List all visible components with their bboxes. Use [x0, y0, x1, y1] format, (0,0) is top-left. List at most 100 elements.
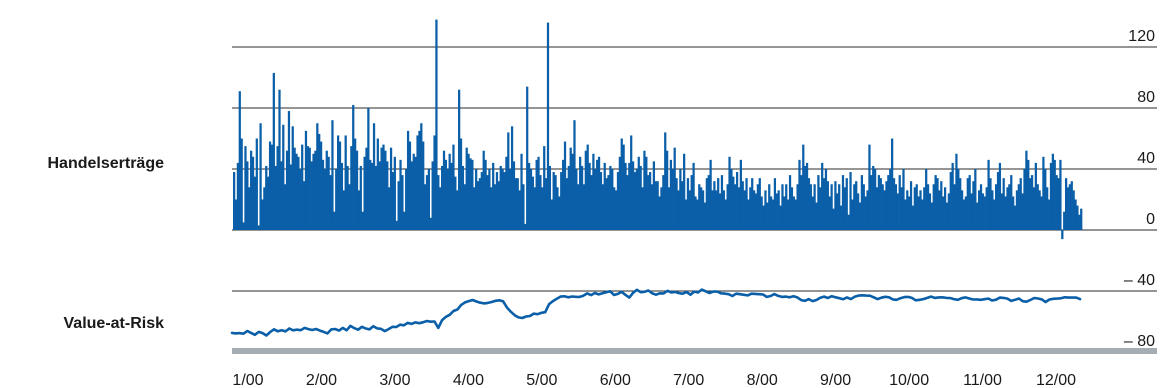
revenue-bar — [563, 141, 567, 230]
revenue-bar — [817, 175, 820, 230]
revenue-bar — [728, 156, 731, 230]
revenue-bar — [295, 153, 298, 230]
var-row-label: Value-at-Risk — [64, 315, 165, 332]
revenue-bar — [917, 196, 920, 230]
revenue-bar — [546, 22, 550, 230]
revenue-bar — [321, 159, 325, 230]
revenue-bar — [272, 72, 275, 231]
revenue-bar — [246, 161, 249, 231]
revenue-bar — [1066, 187, 1070, 230]
revenue-bar — [1040, 196, 1043, 230]
revenue-bar — [832, 208, 835, 230]
revenue-bar — [936, 178, 939, 230]
revenue-bar — [293, 147, 296, 230]
revenue-bar — [830, 184, 833, 230]
revenue-bar — [849, 172, 852, 230]
revenue-bar — [866, 190, 869, 230]
revenue-bar — [951, 162, 954, 230]
revenue-bar — [985, 187, 988, 230]
x-tick-label: 2/00 — [306, 372, 337, 388]
revenue-bar — [613, 187, 616, 230]
revenue-bar — [259, 123, 262, 230]
revenue-bar — [456, 190, 459, 230]
revenue-bar — [709, 159, 712, 230]
revenue-bar — [410, 161, 413, 231]
revenue-bar — [397, 181, 400, 230]
revenue-bar — [614, 190, 618, 230]
revenue-bar — [251, 156, 255, 230]
revenue-bar — [713, 181, 716, 230]
revenue-bar — [304, 130, 308, 231]
revenue-bar — [586, 144, 589, 230]
revenue-bar — [1030, 175, 1034, 230]
revenue-bar — [700, 187, 703, 230]
revenue-bar — [987, 159, 990, 230]
revenue-bar — [824, 169, 828, 230]
revenue-bar — [597, 156, 601, 230]
revenue-bar — [943, 187, 947, 230]
revenue-bar — [874, 169, 877, 230]
revenue-bar — [255, 138, 258, 230]
revenue-bar — [879, 178, 882, 230]
revenue-bar — [543, 146, 546, 231]
revenue-bar — [643, 150, 646, 230]
revenue-bar — [919, 190, 922, 230]
revenue-bar — [482, 150, 485, 230]
revenue-bar — [692, 162, 695, 230]
revenue-bar — [310, 161, 313, 231]
revenue-bar — [705, 178, 708, 230]
x-tick-label: 6/00 — [600, 372, 631, 388]
revenue-bar — [779, 205, 782, 230]
revenue-bar — [1004, 196, 1007, 230]
revenue-bar — [361, 211, 364, 230]
revenue-bar — [836, 193, 839, 230]
y-tick-label: 120 — [1128, 28, 1155, 45]
revenue-bar — [998, 162, 1002, 230]
revenue-bar — [913, 187, 916, 230]
revenue-bar — [894, 184, 898, 230]
revenue-bar — [930, 202, 933, 230]
revenue-bar — [516, 178, 519, 230]
revenue-bar — [446, 169, 449, 230]
revenue-bar — [529, 169, 533, 230]
revenue-bar — [616, 172, 620, 230]
revenue-bar — [1015, 190, 1019, 230]
revenue-bar — [898, 175, 901, 230]
revenue-bar — [957, 169, 960, 230]
month-tick-labels: 1/00 2/00 3/00 4/00 5/00 6/00 7/00 8/00 9/00 10/0… — [232, 372, 1076, 388]
revenue-bar — [611, 169, 614, 230]
revenue-bar — [524, 223, 527, 230]
revenue-bar — [284, 184, 287, 230]
revenue-bar — [492, 162, 495, 230]
revenue-bar — [425, 175, 429, 230]
revenue-bar — [979, 184, 983, 230]
revenue-bar — [268, 141, 272, 230]
revenue-bar — [660, 187, 663, 230]
revenue-bar — [701, 190, 705, 230]
revenue-bar — [531, 176, 534, 231]
revenue-bar — [267, 176, 270, 231]
revenue-bar — [877, 175, 881, 230]
y-tick-label: 80 — [1137, 89, 1155, 106]
revenue-bar — [257, 225, 260, 230]
revenue-bar — [423, 184, 427, 230]
revenue-bar — [439, 187, 442, 230]
revenue-bar — [959, 178, 962, 230]
revenue-bar — [503, 172, 506, 230]
revenue-bar — [815, 202, 818, 230]
revenue-bar — [510, 126, 514, 230]
revenue-bar — [1059, 159, 1062, 230]
revenue-bar — [1032, 187, 1036, 230]
y-tick-label: 0 — [1146, 211, 1155, 228]
revenue-bar — [633, 172, 637, 230]
revenue-bar — [554, 175, 557, 230]
revenue-bar — [325, 150, 328, 230]
revenue-bar — [703, 202, 707, 230]
revenue-bar — [580, 165, 584, 230]
revenue-bar — [715, 190, 718, 230]
revenue-bar — [1076, 205, 1079, 230]
revenue-bar — [285, 150, 289, 230]
revenue-bar — [1002, 178, 1005, 230]
revenue-bar — [991, 190, 994, 230]
revenue-bar — [620, 138, 623, 230]
